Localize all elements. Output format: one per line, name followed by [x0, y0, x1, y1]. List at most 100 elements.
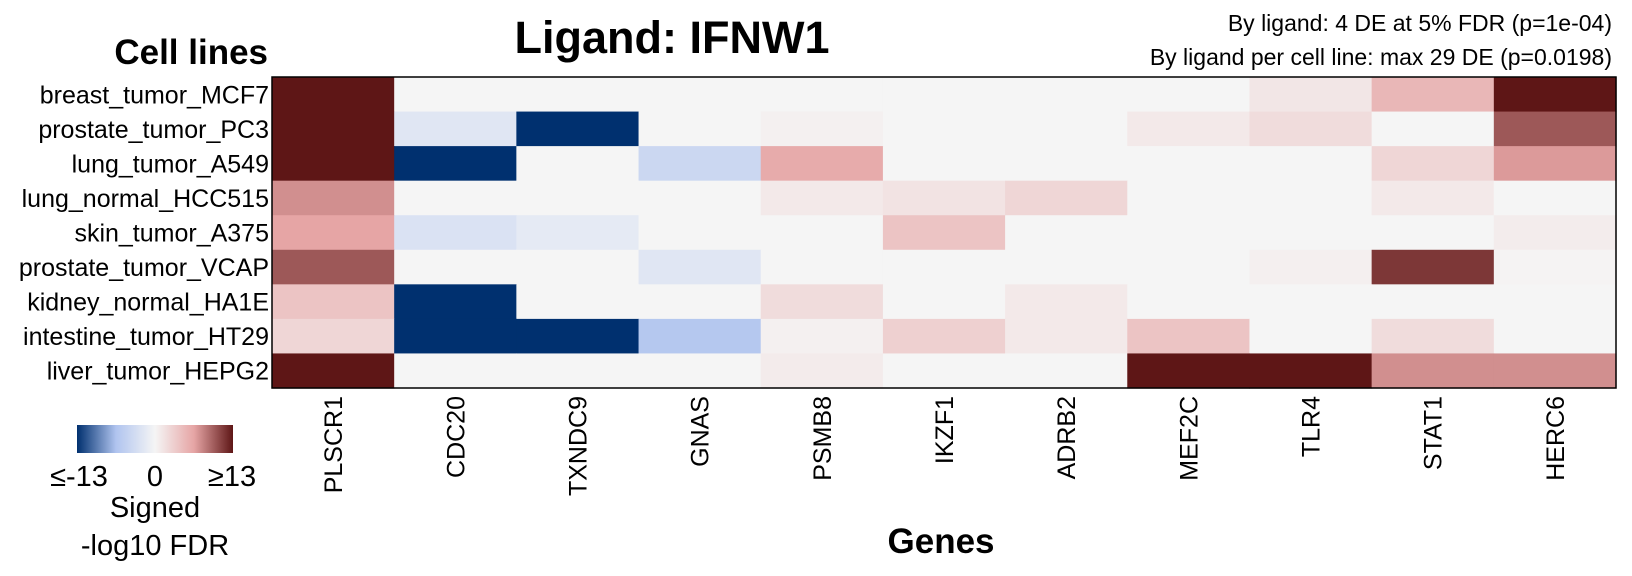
heatmap-cell-intestine_tumor_HT29-TLR4: [1249, 318, 1373, 355]
heatmap-cell-lung_normal_HCC515-TLR4: [1249, 180, 1373, 216]
heatmap-cell-prostate_tumor_PC3-IKZF1: [882, 111, 1006, 147]
heatmap-cell-liver_tumor_HEPG2-PLSCR1: [272, 353, 395, 389]
heatmap-cell-skin_tumor_A375-PSMB8: [760, 215, 884, 251]
heatmap-cell-kidney_normal_HA1E-MEF2C: [1127, 284, 1251, 320]
subtitle-line-2: By ligand per cell line: max 29 DE (p=0.…: [1150, 44, 1612, 70]
heatmap-cell-breast_tumor_MCF7-HERC6: [1493, 77, 1617, 113]
heatmap-cell-lung_tumor_A549-IKZF1: [882, 146, 1006, 182]
heatmap-cell-prostate_tumor_VCAP-TLR4: [1249, 249, 1373, 285]
heatmap-cell-lung_tumor_A549-PLSCR1: [272, 146, 395, 182]
heatmap-cell-liver_tumor_HEPG2-PSMB8: [760, 353, 884, 389]
heatmap-cell-intestine_tumor_HT29-TXNDC9: [516, 318, 640, 355]
heatmap-cell-lung_normal_HCC515-STAT1: [1371, 180, 1495, 216]
heatmap-cell-breast_tumor_MCF7-TLR4: [1249, 77, 1373, 113]
heatmap-cell-intestine_tumor_HT29-PSMB8: [760, 318, 884, 355]
column-label: PSMB8: [809, 396, 837, 481]
column-label: CDC20: [442, 396, 470, 478]
heatmap-cell-kidney_normal_HA1E-GNAS: [638, 284, 762, 320]
heatmap-cell-breast_tumor_MCF7-CDC20: [394, 77, 517, 113]
heatmap-border: [271, 76, 1617, 389]
row-label: lung_tumor_A549: [72, 150, 269, 178]
column-label: TXNDC9: [564, 396, 592, 496]
heatmap-cell-lung_normal_HCC515-MEF2C: [1127, 180, 1251, 216]
heatmap-cell-liver_tumor_HEPG2-ADRB2: [1005, 353, 1128, 389]
heatmap-cell-lung_normal_HCC515-PSMB8: [760, 180, 884, 216]
heatmap-cell-prostate_tumor_PC3-CDC20: [394, 111, 517, 147]
heatmap-cell-lung_normal_HCC515-TXNDC9: [516, 180, 640, 216]
heatmap-cell-liver_tumor_HEPG2-HERC6: [1493, 353, 1617, 389]
heatmap-cell-intestine_tumor_HT29-PLSCR1: [272, 318, 395, 355]
heatmap-cell-intestine_tumor_HT29-CDC20: [394, 318, 517, 355]
legend-gradient-bar: [77, 425, 233, 453]
heatmap-cell-prostate_tumor_VCAP-CDC20: [394, 249, 517, 285]
chart-title: Ligand: IFNW1: [515, 12, 830, 63]
heatmap-cell-prostate_tumor_VCAP-HERC6: [1493, 249, 1617, 285]
heatmap-cell-kidney_normal_HA1E-IKZF1: [882, 284, 1006, 320]
row-label: prostate_tumor_VCAP: [19, 254, 269, 282]
column-label: IKZF1: [931, 396, 959, 464]
heatmap-cell-lung_tumor_A549-HERC6: [1493, 146, 1617, 182]
heatmap-cell-lung_normal_HCC515-CDC20: [394, 180, 517, 216]
heatmap-cell-liver_tumor_HEPG2-IKZF1: [882, 353, 1006, 389]
column-labels: PLSCR1 CDC20 TXNDC9 GNAS PSMB8 IKZF1 ADRB2 MEF2…: [320, 396, 1570, 496]
heatmap-cell-skin_tumor_A375-TXNDC9: [516, 215, 640, 251]
heatmap-cell-kidney_normal_HA1E-STAT1: [1371, 284, 1495, 320]
heatmap-cell-liver_tumor_HEPG2-GNAS: [638, 353, 762, 389]
row-label: lung_normal_HCC515: [22, 185, 269, 213]
heatmap-cell-prostate_tumor_VCAP-TXNDC9: [516, 249, 640, 285]
heatmap-cell-prostate_tumor_VCAP-STAT1: [1371, 249, 1495, 285]
heatmap-cell-breast_tumor_MCF7-PLSCR1: [272, 77, 395, 113]
heatmap-cell-skin_tumor_A375-PLSCR1: [272, 215, 395, 251]
heatmap-cell-breast_tumor_MCF7-PSMB8: [760, 77, 884, 113]
heatmap-cell-breast_tumor_MCF7-MEF2C: [1127, 77, 1251, 113]
heatmap-cell-prostate_tumor_VCAP-MEF2C: [1127, 249, 1251, 285]
heatmap-cell-kidney_normal_HA1E-TLR4: [1249, 284, 1373, 320]
heatmap-cell-lung_tumor_A549-MEF2C: [1127, 146, 1251, 182]
column-label: GNAS: [687, 396, 715, 467]
heatmap-cell-prostate_tumor_PC3-ADRB2: [1005, 111, 1128, 147]
legend-min-label: ≤-13: [50, 461, 108, 493]
heatmap-cells: [272, 77, 1617, 389]
heatmap-cell-skin_tumor_A375-ADRB2: [1005, 215, 1128, 251]
heatmap-cell-kidney_normal_HA1E-ADRB2: [1005, 284, 1128, 320]
legend-title-line-1: Signed: [110, 492, 200, 524]
column-label: PLSCR1: [320, 396, 348, 493]
heatmap-cell-breast_tumor_MCF7-GNAS: [638, 77, 762, 113]
heatmap-cell-skin_tumor_A375-MEF2C: [1127, 215, 1251, 251]
heatmap-cell-lung_tumor_A549-PSMB8: [760, 146, 884, 182]
heatmap-cell-liver_tumor_HEPG2-CDC20: [394, 353, 517, 389]
heatmap-cell-skin_tumor_A375-HERC6: [1493, 215, 1617, 251]
y-axis-title: Cell lines: [114, 33, 268, 72]
heatmap-cell-lung_tumor_A549-ADRB2: [1005, 146, 1128, 182]
heatmap-cell-intestine_tumor_HT29-HERC6: [1493, 318, 1617, 355]
heatmap-cell-intestine_tumor_HT29-GNAS: [638, 318, 762, 355]
x-axis-title: Genes: [888, 522, 995, 561]
heatmap-cell-liver_tumor_HEPG2-TXNDC9: [516, 353, 640, 389]
heatmap-cell-liver_tumor_HEPG2-STAT1: [1371, 353, 1495, 389]
heatmap-cell-lung_tumor_A549-CDC20: [394, 146, 517, 182]
heatmap-cell-prostate_tumor_VCAP-GNAS: [638, 249, 762, 285]
heatmap-cell-prostate_tumor_PC3-HERC6: [1493, 111, 1617, 147]
row-label: liver_tumor_HEPG2: [47, 358, 269, 386]
heatmap-cell-lung_normal_HCC515-ADRB2: [1005, 180, 1128, 216]
heatmap-cell-lung_tumor_A549-STAT1: [1371, 146, 1495, 182]
heatmap-cell-prostate_tumor_PC3-PLSCR1: [272, 111, 395, 147]
subtitle-line-1: By ligand: 4 DE at 5% FDR (p=1e-04): [1228, 10, 1612, 36]
heatmap-cell-skin_tumor_A375-TLR4: [1249, 215, 1373, 251]
heatmap-cell-liver_tumor_HEPG2-MEF2C: [1127, 353, 1251, 389]
heatmap-cell-breast_tumor_MCF7-ADRB2: [1005, 77, 1128, 113]
column-label: ADRB2: [1053, 396, 1081, 479]
heatmap-cell-prostate_tumor_PC3-PSMB8: [760, 111, 884, 147]
heatmap-cell-skin_tumor_A375-STAT1: [1371, 215, 1495, 251]
column-label: HERC6: [1542, 396, 1570, 481]
heatmap-cell-lung_normal_HCC515-PLSCR1: [272, 180, 395, 216]
heatmap-cell-prostate_tumor_PC3-TLR4: [1249, 111, 1373, 147]
heatmap-cell-skin_tumor_A375-CDC20: [394, 215, 517, 251]
heatmap-cell-breast_tumor_MCF7-TXNDC9: [516, 77, 640, 113]
heatmap-cell-prostate_tumor_VCAP-PSMB8: [760, 249, 884, 285]
color-legend: ≤-13 0 ≥13 Signed -log10 FDR: [50, 425, 256, 562]
heatmap-cell-breast_tumor_MCF7-IKZF1: [882, 77, 1006, 113]
legend-max-label: ≥13: [208, 461, 256, 493]
row-labels: breast_tumor_MCF7 prostate_tumor_PC3 lung_…: [19, 81, 269, 385]
